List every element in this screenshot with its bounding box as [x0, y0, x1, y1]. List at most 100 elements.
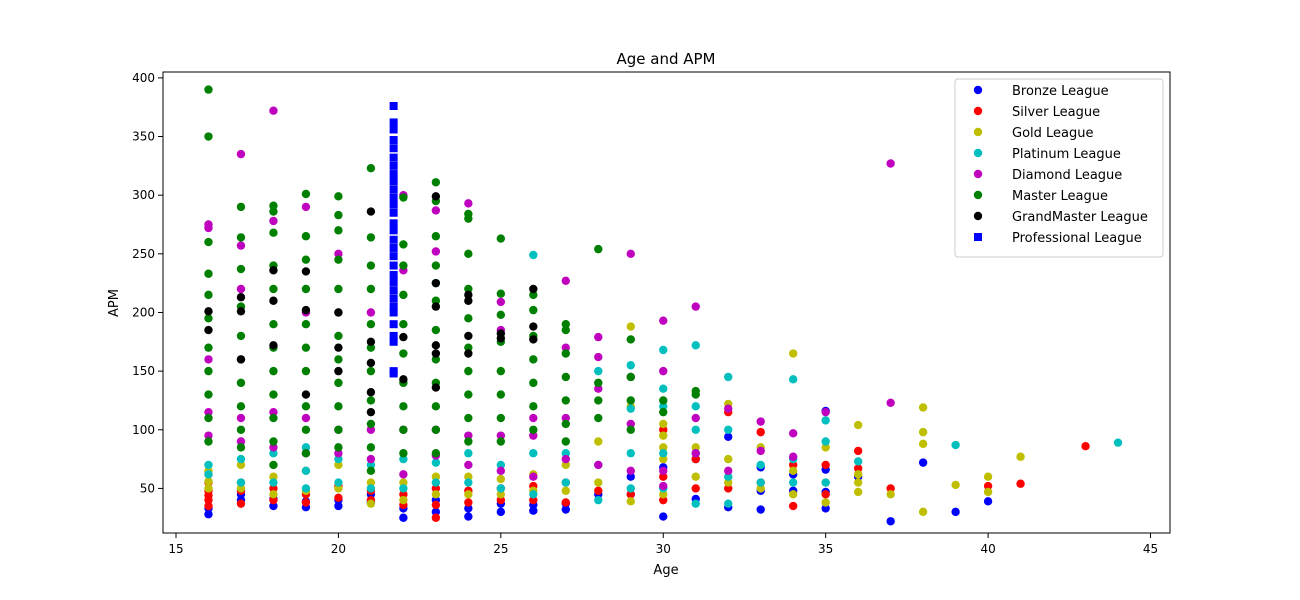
data-point: [269, 284, 278, 294]
data-point: [464, 296, 473, 305]
data-point: [626, 490, 635, 499]
data-point: [691, 443, 700, 452]
data-point: [659, 454, 668, 464]
data-point: [691, 341, 700, 350]
data-point: [204, 484, 213, 493]
data-point: [366, 419, 376, 429]
data-point: [366, 308, 376, 317]
data-point: [853, 446, 863, 456]
data-point: [389, 185, 398, 194]
data-point: [529, 402, 538, 411]
data-point: [204, 366, 213, 376]
data-point: [389, 294, 398, 303]
data-point: [236, 437, 246, 446]
legend-label: Bronze League: [1012, 84, 1109, 99]
data-point: [366, 466, 376, 476]
data-point: [983, 487, 993, 497]
data-point: [788, 429, 798, 438]
data-point: [236, 331, 246, 341]
data-point: [269, 478, 278, 487]
data-point: [464, 490, 473, 499]
legend-marker: [973, 127, 983, 137]
data-point: [366, 366, 376, 376]
y-tick-label: 400: [132, 71, 155, 85]
data-point: [269, 216, 278, 226]
data-point: [496, 413, 506, 423]
data-point: [204, 269, 213, 278]
data-point: [594, 244, 603, 254]
data-point: [496, 507, 506, 517]
data-point: [756, 505, 765, 514]
data-point: [464, 199, 473, 208]
data-point: [626, 249, 635, 259]
data-point: [389, 320, 398, 329]
data-point: [724, 404, 733, 413]
data-point: [301, 466, 311, 476]
data-point: [594, 352, 603, 362]
data-point: [236, 355, 246, 364]
data-point: [334, 249, 343, 259]
data-point: [399, 449, 408, 458]
data-point: [431, 383, 441, 392]
data-point: [464, 512, 473, 521]
data-point: [366, 337, 376, 346]
data-point: [389, 235, 398, 244]
data-point: [659, 425, 668, 434]
data-point: [529, 495, 538, 505]
data-point: [626, 472, 635, 481]
data-point: [918, 427, 928, 437]
data-point: [431, 278, 441, 288]
data-point: [399, 490, 408, 499]
data-point: [204, 413, 213, 423]
data-point: [236, 402, 246, 411]
y-tick-label: 200: [132, 305, 155, 319]
data-point: [724, 472, 733, 481]
chart-title: Age and APM: [616, 50, 715, 68]
data-point: [301, 484, 311, 493]
data-point: [496, 234, 506, 243]
data-point: [724, 372, 733, 382]
data-point: [301, 366, 311, 376]
data-point: [204, 132, 213, 141]
y-tick-label: 350: [132, 130, 155, 144]
data-point: [236, 413, 246, 423]
data-point: [788, 375, 798, 384]
data-point: [269, 366, 278, 376]
data-point: [464, 349, 473, 358]
data-point: [366, 233, 376, 242]
data-point: [236, 378, 246, 388]
data-point: [464, 472, 473, 481]
data-point: [464, 504, 473, 513]
data-point: [431, 500, 441, 510]
legend-marker: [974, 233, 982, 241]
data-point: [886, 517, 895, 526]
data-point: [301, 202, 311, 212]
data-point: [431, 449, 441, 458]
data-point: [236, 499, 246, 508]
data-point: [561, 276, 570, 285]
x-tick-label: 15: [168, 542, 183, 556]
data-point: [464, 390, 473, 399]
data-point: [431, 247, 441, 256]
data-point: [951, 480, 960, 490]
data-point: [334, 501, 343, 511]
data-point: [269, 501, 278, 511]
data-point: [886, 484, 895, 493]
data-point: [594, 396, 603, 405]
data-point: [366, 425, 376, 434]
plot-frame: [162, 71, 1171, 534]
data-point: [366, 207, 376, 216]
data-point: [691, 499, 700, 508]
data-point: [659, 466, 668, 476]
data-point: [659, 407, 668, 417]
y-tick-label: 300: [132, 188, 155, 202]
data-point: [399, 454, 408, 464]
data-point: [626, 396, 635, 405]
data-point: [918, 403, 928, 412]
data-point: [204, 501, 213, 511]
data-point: [334, 454, 343, 464]
data-point: [626, 466, 635, 476]
data-point: [334, 443, 343, 452]
data-point: [366, 443, 376, 452]
data-point: [691, 302, 700, 311]
